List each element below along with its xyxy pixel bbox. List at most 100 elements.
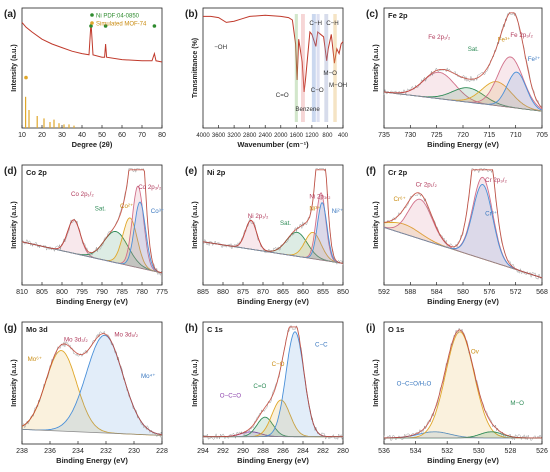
raw-spectrum — [21, 167, 163, 277]
x-axis-label: Binding Energy (eV) — [427, 140, 499, 149]
x-tick-label: 3200 — [227, 133, 241, 139]
fit-envelope — [384, 329, 542, 439]
x-tick-label: 810 — [16, 289, 28, 296]
panel-title: Mo 3d — [26, 325, 48, 334]
x-tick-label: 735 — [378, 132, 390, 139]
panel-tag: (b) — [185, 9, 198, 20]
peak-annotation: Fe 2p₁/₂ — [428, 34, 451, 41]
peak-annotation: Mo 3d₅/₂ — [114, 332, 138, 339]
peak-annotation: Mo⁶⁺ — [28, 356, 42, 363]
ir-band — [294, 14, 298, 122]
panel-tag: (h) — [185, 323, 198, 334]
baseline — [21, 429, 163, 436]
x-tick-label: 238 — [16, 448, 28, 455]
peak-annotation: O−C=O — [220, 393, 242, 400]
panel-h: 294 292 290 288 286 284 282 280 Binding Energy (… — [185, 321, 349, 465]
x-tick-label: 1600 — [290, 133, 304, 139]
fit-envelope — [202, 169, 344, 264]
x-tick-label: 2800 — [243, 133, 257, 139]
phase-marker — [24, 75, 28, 80]
x-tick-label: 725 — [431, 132, 443, 139]
plot-frame — [21, 7, 163, 129]
peak-annotation: C=O — [253, 383, 266, 390]
panel-title: Cr 2p — [388, 168, 408, 177]
x-tick-label: 282 — [317, 448, 329, 455]
fit-envelope — [21, 169, 163, 274]
x-tick-label: 236 — [44, 448, 56, 455]
x-tick-label: 228 — [156, 448, 168, 455]
panel-title: O 1s — [388, 325, 404, 334]
panel-b: 4000 3600 3200 2800 2400 2000 1600 1200 800 400 Wa… — [185, 7, 349, 149]
fit-envelope — [383, 12, 543, 109]
x-tick-label: 588 — [404, 289, 416, 296]
x-tick-label: 865 — [277, 289, 289, 296]
phase-marker — [152, 24, 157, 28]
peak-annotation: Co 2p₃/₂ — [138, 184, 162, 191]
peak-fill — [22, 202, 162, 273]
legend-entry: Ni PDF:04-0850 — [96, 14, 140, 20]
y-axis-label: Intensity (a.u.) — [373, 201, 380, 248]
panel-title: Co 2p — [26, 168, 47, 177]
fit-envelope — [383, 169, 543, 279]
peak-fill — [384, 72, 542, 112]
y-axis-label: Intensity (a.u.) — [373, 359, 380, 406]
plot-frame — [383, 321, 543, 445]
x-axis-label: Binding Energy (eV) — [56, 456, 128, 465]
peak-fill — [384, 72, 542, 112]
legend-symbol — [90, 13, 94, 17]
peak-fill — [384, 57, 542, 112]
x-tick-label: 80 — [158, 132, 166, 139]
peak-annotation: Cr³⁺ — [485, 210, 497, 217]
phase-marker — [103, 24, 108, 28]
ir-band — [311, 14, 316, 122]
peak-fill — [384, 81, 542, 112]
peak-annotation: Cr 2p₁/₂ — [416, 182, 438, 189]
plot-frame — [21, 164, 163, 286]
peak-fill — [22, 335, 162, 436]
peak-annotation: O−C=O/H₂O — [397, 380, 432, 387]
peak-component — [383, 198, 543, 279]
x-tick-label: 880 — [217, 289, 229, 296]
x-axis-label: Binding Energy (eV) — [427, 456, 499, 465]
x-tick-label: 795 — [76, 289, 88, 296]
x-axis-label: Binding Energy (eV) — [427, 297, 499, 306]
y-axis-label: Intensity (a.u.) — [373, 44, 380, 91]
peak-annotation: Co 2p₁/₂ — [71, 191, 94, 198]
peak-annotation: C−H — [326, 20, 339, 27]
plot-frame — [202, 321, 344, 445]
peak-annotation: Fe²⁺ — [528, 56, 541, 63]
x-axis-label: Binding Energy (eV) — [237, 297, 309, 306]
x-tick-label: 530 — [473, 448, 485, 455]
peak-annotation: Mo 3d₃/₂ — [64, 337, 88, 344]
x-tick-label: 10 — [18, 132, 26, 139]
peak-fill — [22, 217, 162, 273]
peak-annotation: C=O — [276, 92, 289, 99]
x-tick-label: 534 — [410, 448, 422, 455]
peak-annotation: C−O — [311, 87, 324, 94]
x-tick-label: 790 — [96, 289, 108, 296]
x-tick-label: 705 — [536, 132, 548, 139]
x-tick-label: 775 — [156, 289, 168, 296]
x-tick-label: 288 — [257, 448, 269, 455]
x-tick-label: 294 — [197, 448, 209, 455]
panel-tag: (c) — [366, 9, 378, 20]
plot-frame — [202, 7, 344, 129]
ir-band — [324, 14, 329, 122]
peak-annotation: Sat. — [468, 46, 479, 53]
peak-fill — [384, 331, 542, 438]
x-tick-label: 526 — [536, 448, 548, 455]
x-tick-label: 40 — [78, 132, 86, 139]
y-axis-label: Intensity (a.u.) — [192, 201, 199, 248]
x-axis-label: Wavenumber (cm⁻¹) — [237, 140, 309, 149]
peak-fill — [203, 202, 343, 264]
panel-title: Ni 2p — [207, 168, 226, 177]
x-tick-label: 2000 — [274, 133, 288, 139]
x-tick-label: 50 — [98, 132, 106, 139]
panel-tag: (g) — [4, 323, 17, 334]
x-tick-label: 230 — [128, 448, 140, 455]
x-tick-label: 885 — [197, 289, 209, 296]
y-axis-label: Intensity (a.u.) — [11, 201, 18, 248]
panel-tag: (f) — [366, 166, 376, 177]
x-tick-label: 568 — [536, 289, 548, 296]
ir-band — [333, 14, 337, 122]
